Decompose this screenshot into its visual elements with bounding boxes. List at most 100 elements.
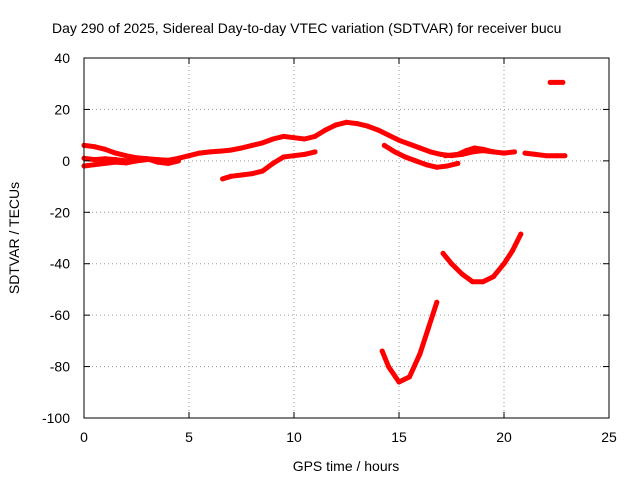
data-point <box>522 150 528 156</box>
data-point <box>333 122 339 128</box>
data-point <box>92 144 97 150</box>
x-tick-label: 0 <box>80 429 88 445</box>
data-point <box>281 133 286 139</box>
data-point <box>375 127 381 133</box>
data-point <box>270 160 276 166</box>
y-axis-ticks: 40 20 0 -20 -40 -60 -80 -100 <box>42 50 609 426</box>
data-point <box>560 79 566 85</box>
data-point <box>239 172 244 178</box>
data-point <box>379 348 385 354</box>
data-point <box>423 162 429 168</box>
data-point <box>207 149 213 155</box>
data-point <box>365 123 370 129</box>
data-point <box>438 151 444 157</box>
data-point <box>554 153 559 159</box>
data-point <box>102 146 108 152</box>
data-point <box>302 151 307 157</box>
data-point <box>249 142 255 148</box>
data-point <box>425 325 431 331</box>
plot-frame <box>83 57 610 419</box>
data-point <box>459 271 465 277</box>
series-s4 <box>220 149 318 182</box>
data-point <box>102 156 108 162</box>
data-point <box>402 154 408 160</box>
data-point <box>501 150 507 156</box>
data-series <box>81 79 568 385</box>
x-tick-label: 15 <box>391 429 407 445</box>
data-point <box>312 133 318 139</box>
data-point <box>417 351 423 357</box>
data-point <box>442 153 448 159</box>
y-tick-label: 40 <box>54 50 70 66</box>
data-point <box>396 137 402 143</box>
data-point <box>260 168 265 174</box>
data-point <box>434 299 440 305</box>
data-point <box>518 231 524 237</box>
data-point <box>123 160 129 166</box>
data-point <box>444 163 450 169</box>
data-point <box>491 274 496 280</box>
data-point <box>417 145 423 151</box>
data-point <box>270 136 276 142</box>
y-tick-label: -40 <box>50 256 70 272</box>
data-point <box>455 160 461 166</box>
data-point <box>123 153 129 159</box>
data-point <box>144 157 150 163</box>
data-point <box>92 157 97 163</box>
data-point <box>547 79 553 85</box>
y-tick-label: -80 <box>50 359 70 375</box>
data-point <box>512 149 517 155</box>
data-point <box>228 147 234 153</box>
data-point <box>501 261 507 267</box>
data-point <box>281 154 286 160</box>
x-tick-label: 20 <box>496 429 512 445</box>
data-point <box>113 159 118 165</box>
data-point <box>407 374 412 380</box>
y-tick-label: -100 <box>42 410 70 426</box>
data-point <box>491 149 496 155</box>
data-point <box>392 149 398 155</box>
data-point <box>480 146 486 152</box>
series-s10 <box>440 231 524 285</box>
data-point <box>386 364 391 370</box>
y-tick-label: 0 <box>62 153 70 169</box>
grid-lines <box>84 58 609 418</box>
data-point <box>197 150 202 156</box>
data-point <box>186 153 192 159</box>
data-point <box>239 145 244 151</box>
data-point <box>260 140 265 146</box>
data-point <box>113 150 118 156</box>
y-tick-label: 20 <box>54 101 70 117</box>
data-point <box>472 145 478 151</box>
data-point <box>480 279 486 285</box>
data-point <box>381 142 387 148</box>
data-point <box>228 173 234 179</box>
data-point <box>440 250 446 256</box>
x-axis-label: GPS time / hours <box>293 458 400 474</box>
data-point <box>249 171 255 177</box>
data-point <box>291 153 297 159</box>
data-point <box>323 127 328 133</box>
data-point <box>134 158 139 164</box>
data-point <box>434 164 440 170</box>
data-point <box>220 176 226 182</box>
data-point <box>413 158 419 164</box>
series-s9 <box>379 299 440 385</box>
data-point <box>543 153 549 159</box>
x-tick-label: 5 <box>185 429 193 445</box>
data-point <box>562 153 568 159</box>
data-point <box>386 132 391 138</box>
data-point <box>344 119 349 125</box>
x-tick-label: 25 <box>601 429 617 445</box>
data-point <box>102 160 108 166</box>
x-axis-ticks: 0 5 10 15 20 25 <box>80 58 617 445</box>
data-point <box>407 141 412 147</box>
data-point <box>428 149 433 155</box>
y-tick-label: -60 <box>50 307 70 323</box>
y-axis-label: SDTVAR / TECUs <box>6 182 22 294</box>
x-tick-label: 10 <box>286 429 302 445</box>
data-point <box>155 159 160 165</box>
data-point <box>463 148 469 154</box>
data-point <box>396 379 402 385</box>
data-point <box>455 151 461 157</box>
